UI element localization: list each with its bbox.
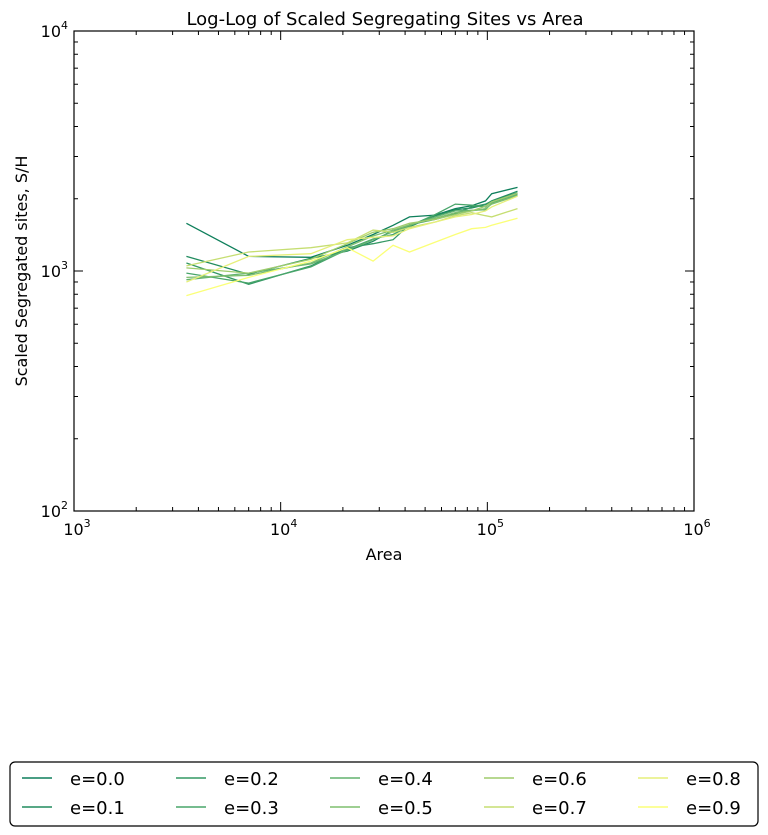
series-line-8 [186,195,518,283]
legend-label: e=0.3 [224,798,279,819]
legend-label: e=0.6 [532,769,587,790]
y-axis-ticks: 102 103 104 [41,19,694,521]
x-axis-label: Area [366,545,403,564]
x-tick-label: 104 [270,517,297,539]
series-line-7 [186,207,518,267]
legend-item: e=0.9 [638,798,741,819]
legend: e=0.0 e=0.1 e=0.2 e=0.3 e=0.4 e=0.5 e=0.6 e=0.7… [9,761,759,827]
legend-label: e=0.7 [532,798,587,819]
x-tick-label: 103 [63,517,90,539]
legend-label: e=0.5 [378,798,433,819]
y-tick-label: 102 [41,499,68,521]
y-tick-label: 103 [41,259,68,281]
y-axis-label: Scaled Segregated sites, S/H [12,156,31,387]
x-tick-label: 105 [477,517,504,539]
series-line-0 [186,186,518,258]
legend-label: e=0.2 [224,769,279,790]
chart-title: Log-Log of Scaled Segregating Sites vs A… [186,9,583,30]
legend-item: e=0.0 [22,769,125,790]
legend-label: e=0.1 [70,798,125,819]
legend-item: e=0.6 [484,769,587,790]
legend-item: e=0.2 [176,769,279,790]
legend-item: e=0.4 [330,769,433,790]
legend-items: e=0.0 e=0.1 e=0.2 e=0.3 e=0.4 e=0.5 e=0.6 e=0.7… [22,769,741,819]
y-tick-label: 104 [41,19,68,41]
legend-label: e=0.8 [686,769,741,790]
series-line-4 [186,194,518,281]
legend-item: e=0.3 [176,798,279,819]
series-line-9 [186,217,518,297]
legend-item: e=0.1 [22,798,125,819]
plot-frame [73,30,695,512]
legend-label: e=0.9 [686,798,741,819]
legend-label: e=0.4 [378,769,433,790]
legend-item: e=0.5 [330,798,433,819]
legend-item: e=0.7 [484,798,587,819]
x-tick-label: 106 [683,517,710,539]
legend-label: e=0.0 [70,769,125,790]
series-line-5 [186,195,518,279]
x-axis-ticks: 103 104 105 106 [63,31,711,539]
legend-item: e=0.8 [638,769,741,790]
series-lines [186,186,518,297]
series-line-6 [186,192,518,274]
